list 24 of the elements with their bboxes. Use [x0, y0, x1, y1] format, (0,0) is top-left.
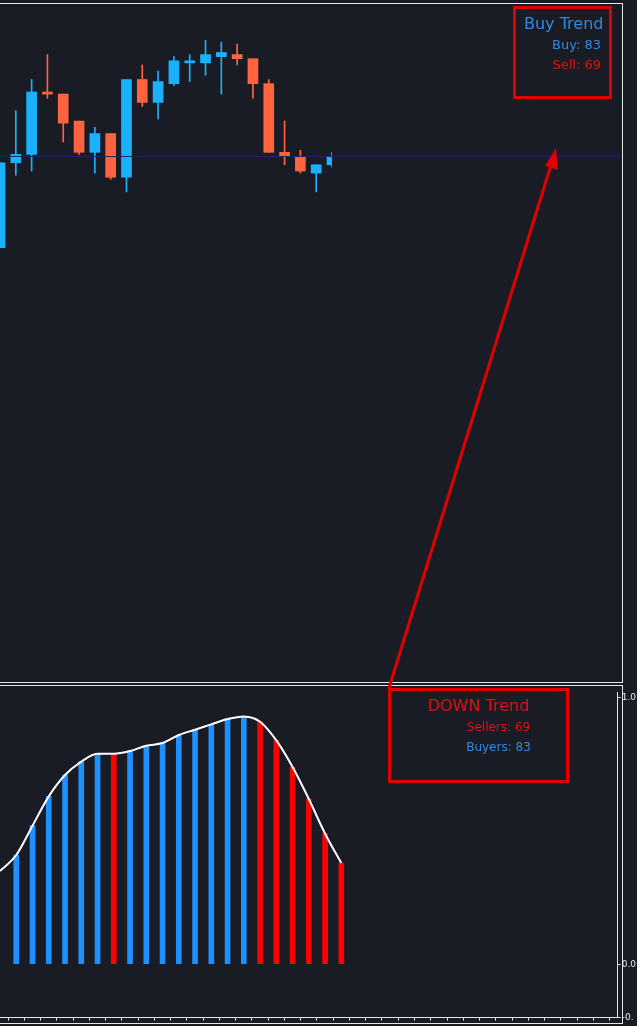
- bar: [322, 833, 328, 965]
- annotation: Sellers: 69: [465, 719, 532, 736]
- bar: [62, 774, 68, 965]
- text: Buy Trend: [524, 13, 604, 35]
- bar: [143, 745, 150, 965]
- bar: [110, 753, 117, 965]
- bar: [78, 761, 85, 965]
- bar: [257, 721, 263, 965]
- annotation: Buyers: 83: [465, 739, 532, 756]
- bar: [306, 798, 312, 965]
- bar: [45, 796, 52, 965]
- candlestick: [184, 54, 196, 82]
- bar: [127, 750, 133, 965]
- line-series: [0, 715, 343, 872]
- candlestick: [10, 110, 22, 176]
- bar: [175, 734, 182, 965]
- annotation: DOWN Trend: [426, 695, 531, 717]
- bar: [240, 716, 247, 965]
- y-tick-label: 1.0: [621, 692, 637, 703]
- bar: [192, 729, 198, 965]
- bar: [13, 854, 20, 965]
- bar: [208, 724, 215, 965]
- text: Sell: 69: [551, 56, 601, 74]
- text: Buy: 83: [551, 36, 601, 54]
